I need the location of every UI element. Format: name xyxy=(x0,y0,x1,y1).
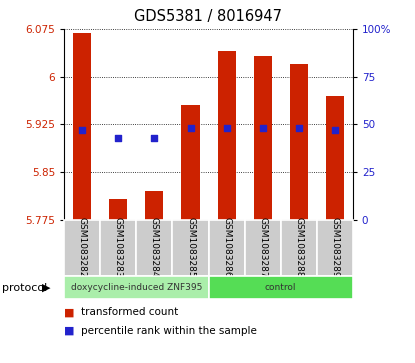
Text: GSM1083284: GSM1083284 xyxy=(150,217,159,278)
Bar xyxy=(110,199,127,220)
Bar xyxy=(209,276,353,299)
Bar xyxy=(173,220,209,276)
Bar xyxy=(317,220,353,276)
Bar xyxy=(137,220,173,276)
Bar xyxy=(64,276,209,299)
Text: transformed count: transformed count xyxy=(81,307,178,317)
Text: GSM1083287: GSM1083287 xyxy=(258,217,267,278)
Point xyxy=(187,125,194,131)
Text: control: control xyxy=(265,283,296,292)
Point xyxy=(223,125,230,131)
Text: GSM1083283: GSM1083283 xyxy=(114,217,123,278)
Bar xyxy=(64,220,100,276)
Text: ▶: ▶ xyxy=(42,283,50,293)
Bar xyxy=(254,56,272,220)
Bar xyxy=(181,105,200,220)
Text: ■: ■ xyxy=(64,326,75,336)
Point xyxy=(151,135,158,140)
Text: GSM1083289: GSM1083289 xyxy=(330,217,339,278)
Text: ■: ■ xyxy=(64,307,75,317)
Point xyxy=(115,135,122,140)
Bar xyxy=(326,96,344,220)
Text: GSM1083288: GSM1083288 xyxy=(294,217,303,278)
Text: protocol: protocol xyxy=(2,283,47,293)
Point xyxy=(332,127,338,133)
Point xyxy=(79,127,85,133)
Text: GDS5381 / 8016947: GDS5381 / 8016947 xyxy=(134,9,281,24)
Bar xyxy=(100,220,137,276)
Bar xyxy=(209,220,244,276)
Text: GSM1083286: GSM1083286 xyxy=(222,217,231,278)
Text: percentile rank within the sample: percentile rank within the sample xyxy=(81,326,257,336)
Bar xyxy=(281,220,317,276)
Text: GSM1083282: GSM1083282 xyxy=(78,217,87,278)
Bar xyxy=(145,191,164,220)
Point xyxy=(259,125,266,131)
Text: GSM1083285: GSM1083285 xyxy=(186,217,195,278)
Bar xyxy=(217,51,236,220)
Point xyxy=(295,125,302,131)
Bar xyxy=(73,33,91,220)
Bar xyxy=(244,220,281,276)
Text: doxycycline-induced ZNF395: doxycycline-induced ZNF395 xyxy=(71,283,202,292)
Bar xyxy=(290,64,308,220)
